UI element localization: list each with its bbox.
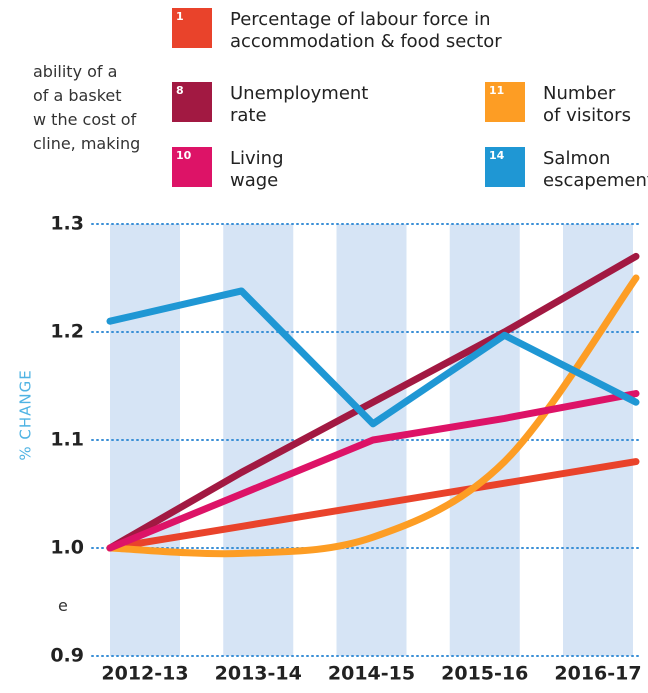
paragraph-fragment: ability of a — [33, 62, 118, 81]
y-tick-label: 1.0 — [50, 537, 84, 559]
series-line — [106, 390, 640, 552]
series-line — [106, 458, 640, 552]
paragraph-fragment: of a basket — [33, 86, 122, 105]
x-tick-label: 2014-15 — [328, 663, 415, 685]
x-tick-label: 2016-17 — [554, 663, 641, 685]
legend-label: Living wage — [230, 148, 284, 191]
x-tick-label: 2015-16 — [441, 663, 528, 685]
column-band — [110, 224, 180, 656]
series-line — [106, 252, 640, 552]
x-tick-label: 2012-13 — [101, 663, 188, 685]
series-line — [106, 287, 640, 428]
paragraph-fragment: w the cost of — [33, 110, 137, 129]
legend-icon: 8 — [172, 82, 212, 122]
y-axis-label: % CHANGE — [17, 369, 35, 460]
legend-label: Salmon escapement — [543, 148, 648, 191]
legend-icon: 10 — [172, 147, 212, 187]
x-tick-label: 2013-14 — [215, 663, 302, 685]
legend-label: Unemployment rate — [230, 83, 369, 126]
legend-label: Percentage of labour force in accommodat… — [230, 9, 502, 52]
legend-icon: 14 — [485, 147, 525, 187]
y-tick-label: 1.2 — [50, 321, 84, 343]
paragraph-fragment: e — [58, 596, 68, 615]
legend-icon: 11 — [485, 82, 525, 122]
y-tick-label: 1.1 — [50, 429, 84, 451]
y-tick-label: 1.3 — [50, 213, 84, 235]
y-tick-label: 0.9 — [50, 645, 84, 667]
legend-icon: 1 — [172, 8, 212, 48]
column-band — [449, 224, 520, 656]
paragraph-fragment: cline, making — [33, 134, 141, 153]
legend-label: Number of visitors — [543, 83, 631, 126]
series-line — [106, 274, 640, 558]
